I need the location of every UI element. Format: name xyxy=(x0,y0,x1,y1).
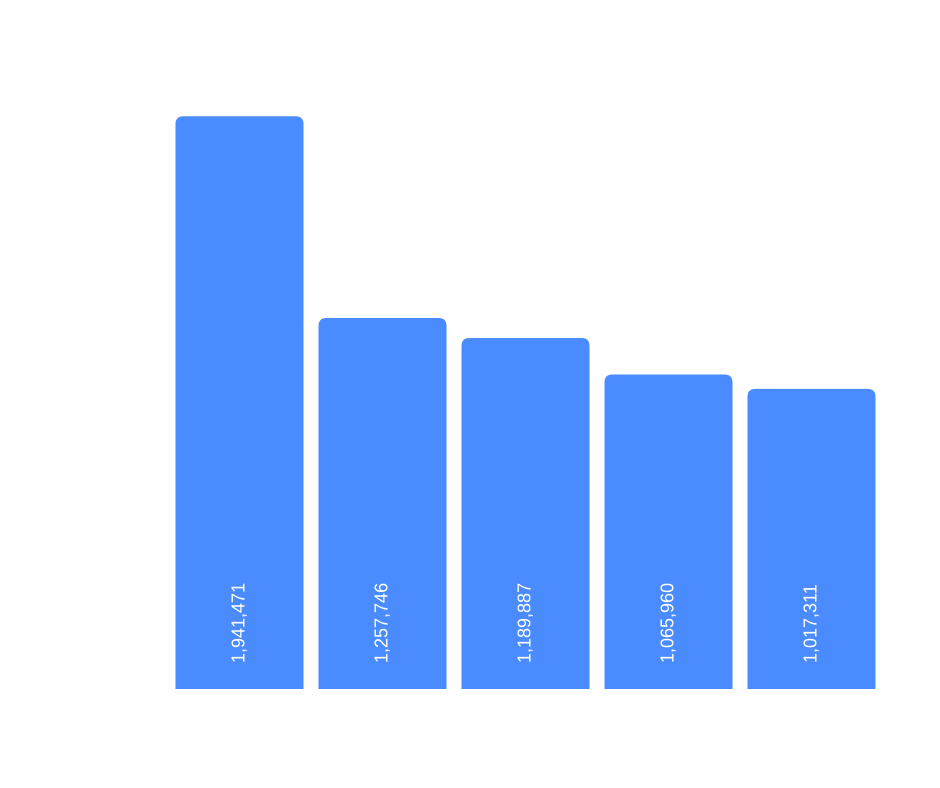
value-label: 1,017,311 xyxy=(800,584,820,663)
bar xyxy=(318,317,447,689)
value-label: 1,257,746 xyxy=(371,583,391,663)
bar xyxy=(604,374,733,689)
value-label: 1,189,887 xyxy=(514,583,534,663)
bar xyxy=(175,116,304,689)
bar xyxy=(461,337,590,689)
value-label: 1,941,471 xyxy=(228,583,248,663)
bar xyxy=(747,388,876,689)
value-label: 1,065,960 xyxy=(657,583,677,663)
